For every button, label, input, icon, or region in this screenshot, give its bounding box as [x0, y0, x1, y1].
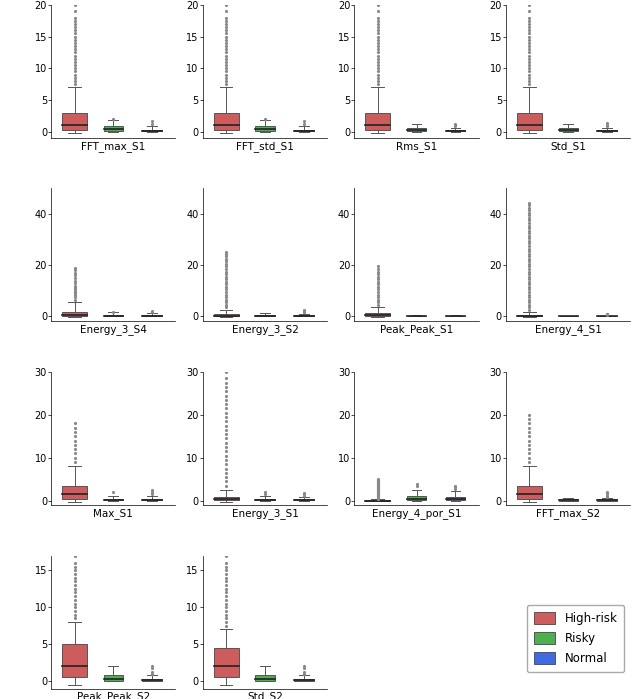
X-axis label: Energy_3_S2: Energy_3_S2 [232, 324, 298, 335]
X-axis label: Max_S1: Max_S1 [93, 507, 133, 519]
X-axis label: Energy_4_S1: Energy_4_S1 [535, 324, 602, 335]
Bar [62, 113, 87, 129]
Bar [516, 113, 542, 129]
Bar [104, 498, 123, 500]
Bar [516, 486, 542, 498]
Bar [407, 129, 426, 131]
X-axis label: Energy_4_por_S1: Energy_4_por_S1 [372, 507, 461, 519]
Bar [294, 499, 314, 500]
Bar [294, 129, 314, 131]
X-axis label: Rms_S1: Rms_S1 [396, 140, 437, 152]
Bar [214, 315, 239, 316]
Bar [365, 313, 390, 316]
X-axis label: Peak_Peak_S2: Peak_Peak_S2 [77, 691, 150, 699]
Bar [255, 127, 275, 131]
Bar [214, 497, 239, 500]
X-axis label: Std_S2: Std_S2 [247, 691, 283, 699]
Bar [214, 648, 239, 677]
Bar [143, 129, 162, 131]
Bar [559, 129, 578, 131]
Bar [214, 113, 239, 129]
Bar [143, 498, 162, 500]
X-axis label: FFT_max_S2: FFT_max_S2 [536, 507, 600, 519]
Bar [104, 675, 123, 681]
Bar [445, 130, 465, 131]
Bar [255, 499, 275, 500]
Bar [365, 113, 390, 129]
X-axis label: Energy_3_S4: Energy_3_S4 [80, 324, 147, 335]
Bar [255, 315, 275, 316]
Bar [104, 127, 123, 131]
Bar [516, 315, 542, 316]
Bar [143, 679, 162, 681]
Bar [62, 486, 87, 498]
X-axis label: Energy_3_S1: Energy_3_S1 [232, 507, 298, 519]
Bar [445, 497, 465, 500]
Bar [104, 315, 123, 316]
Legend: High-risk, Risky, Normal: High-risk, Risky, Normal [527, 605, 625, 672]
Bar [559, 499, 578, 500]
X-axis label: FFT_std_S1: FFT_std_S1 [236, 140, 294, 152]
Bar [294, 679, 314, 681]
X-axis label: FFT_max_S1: FFT_max_S1 [81, 140, 145, 152]
Bar [62, 312, 87, 316]
Bar [597, 499, 617, 500]
Bar [143, 315, 162, 316]
Bar [407, 315, 426, 316]
X-axis label: Std_S1: Std_S1 [550, 140, 586, 152]
Bar [62, 644, 87, 677]
Bar [597, 130, 617, 131]
Bar [255, 675, 275, 681]
X-axis label: Peak_Peak_S1: Peak_Peak_S1 [380, 324, 453, 335]
Bar [407, 496, 426, 500]
Bar [294, 315, 314, 316]
